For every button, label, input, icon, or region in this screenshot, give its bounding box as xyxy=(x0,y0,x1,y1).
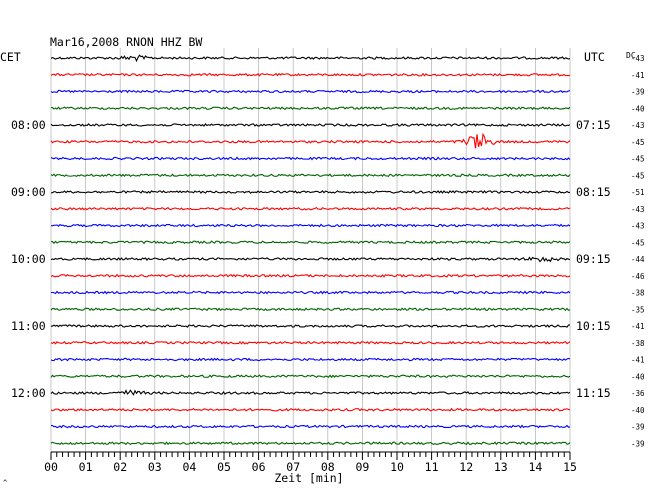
x-tick-label: 08 xyxy=(321,460,335,474)
cet-time-label: 09:00 xyxy=(11,185,46,199)
seismic-trace xyxy=(50,72,571,77)
x-tick-label: 13 xyxy=(494,460,508,474)
x-tick-label: 10 xyxy=(390,460,404,474)
dc-offset-label: -39 xyxy=(631,423,645,432)
corner-mark: ^ xyxy=(3,479,7,487)
dc-offset-label: -43 xyxy=(631,121,645,130)
x-tick-label: 04 xyxy=(182,460,196,474)
x-tick-label: 05 xyxy=(217,460,231,474)
dc-offset-label: -41 xyxy=(631,322,645,331)
chart-title: Mar16,2008 RNON HHZ BW xyxy=(50,35,202,49)
seismic-trace xyxy=(50,357,571,362)
utc-time-label: 07:15 xyxy=(576,118,611,132)
seismic-trace xyxy=(50,256,571,263)
dc-offset-label: -40 xyxy=(631,372,645,381)
seismic-trace xyxy=(50,89,571,94)
utc-time-label: 08:15 xyxy=(576,185,611,199)
seismic-trace xyxy=(50,441,571,446)
dc-header: DC xyxy=(626,51,636,60)
seismic-trace xyxy=(50,290,571,295)
x-tick-label: 15 xyxy=(563,460,577,474)
seismic-trace xyxy=(50,324,571,328)
seismic-trace xyxy=(50,54,571,63)
trace-group xyxy=(50,54,571,446)
dc-offset-label: -51 xyxy=(631,188,645,197)
utc-time-label: 09:15 xyxy=(576,252,611,266)
dc-offset-label: -35 xyxy=(631,305,645,314)
seismic-trace xyxy=(50,123,571,127)
cet-time-label: 12:00 xyxy=(11,386,46,400)
dc-offset-label: -45 xyxy=(631,238,645,247)
seismic-trace xyxy=(50,156,571,161)
seismic-trace xyxy=(50,240,571,245)
seismic-trace xyxy=(50,407,571,412)
dc-offset-label: -45 xyxy=(631,155,645,164)
dc-offset-label: -38 xyxy=(631,289,645,298)
seismic-trace xyxy=(50,340,571,345)
label-group: -43 -41 -39 -40 08:00 07:15 -43 -45 -45 -45 09:00 0… xyxy=(11,54,645,448)
left-header-cet: CET xyxy=(0,50,21,64)
x-axis: 00 01 02 03 04 05 06 07 08 09 10 11 12 13 14 15 xyxy=(44,451,577,474)
seismic-trace xyxy=(50,190,571,194)
seismic-trace xyxy=(50,106,571,111)
dc-offset-label: -38 xyxy=(631,339,645,348)
seismic-trace xyxy=(50,273,571,278)
x-tick-label: 02 xyxy=(113,460,127,474)
dc-offset-label: -39 xyxy=(631,439,645,448)
seismic-trace xyxy=(50,173,571,178)
dc-offset-label: -46 xyxy=(631,272,645,281)
seismic-trace xyxy=(50,374,571,379)
x-tick-label: 14 xyxy=(528,460,542,474)
seismic-trace xyxy=(50,206,571,211)
dc-offset-label: -36 xyxy=(631,389,645,398)
dc-offset-label: -43 xyxy=(631,205,645,214)
dc-offset-label: -39 xyxy=(631,88,645,97)
seismic-trace xyxy=(50,223,571,228)
cet-time-label: 10:00 xyxy=(11,252,46,266)
dc-offset-label: -43 xyxy=(631,222,645,231)
x-tick-label: 06 xyxy=(252,460,266,474)
dc-offset-label: -45 xyxy=(631,138,645,147)
dc-offset-label: -41 xyxy=(631,71,645,80)
x-tick-label: 11 xyxy=(425,460,439,474)
utc-time-label: 10:15 xyxy=(576,319,611,333)
grid-lines xyxy=(50,48,571,452)
x-tick-label: 03 xyxy=(148,460,162,474)
dc-offset-label: -44 xyxy=(631,255,645,264)
x-tick-label: 09 xyxy=(355,460,369,474)
seismic-trace xyxy=(50,424,571,429)
seismic-trace xyxy=(50,132,571,149)
dc-offset-label: -40 xyxy=(631,406,645,415)
x-tick-label: 01 xyxy=(79,460,93,474)
right-header-utc: UTC xyxy=(584,50,605,64)
x-tick-label: 00 xyxy=(44,460,58,474)
dc-offset-label: -41 xyxy=(631,356,645,365)
x-axis-label: Zeit [min] xyxy=(274,471,343,485)
cet-time-label: 11:00 xyxy=(11,319,46,333)
x-tick-label: 12 xyxy=(459,460,473,474)
seismic-trace xyxy=(50,389,571,396)
x-tick-label: 07 xyxy=(286,460,300,474)
cet-time-label: 08:00 xyxy=(11,118,46,132)
utc-time-label: 11:15 xyxy=(576,386,611,400)
dc-offset-label: -43 xyxy=(631,54,645,63)
seismic-trace xyxy=(50,307,571,312)
dc-offset-label: -40 xyxy=(631,104,645,113)
dc-offset-label: -45 xyxy=(631,171,645,180)
